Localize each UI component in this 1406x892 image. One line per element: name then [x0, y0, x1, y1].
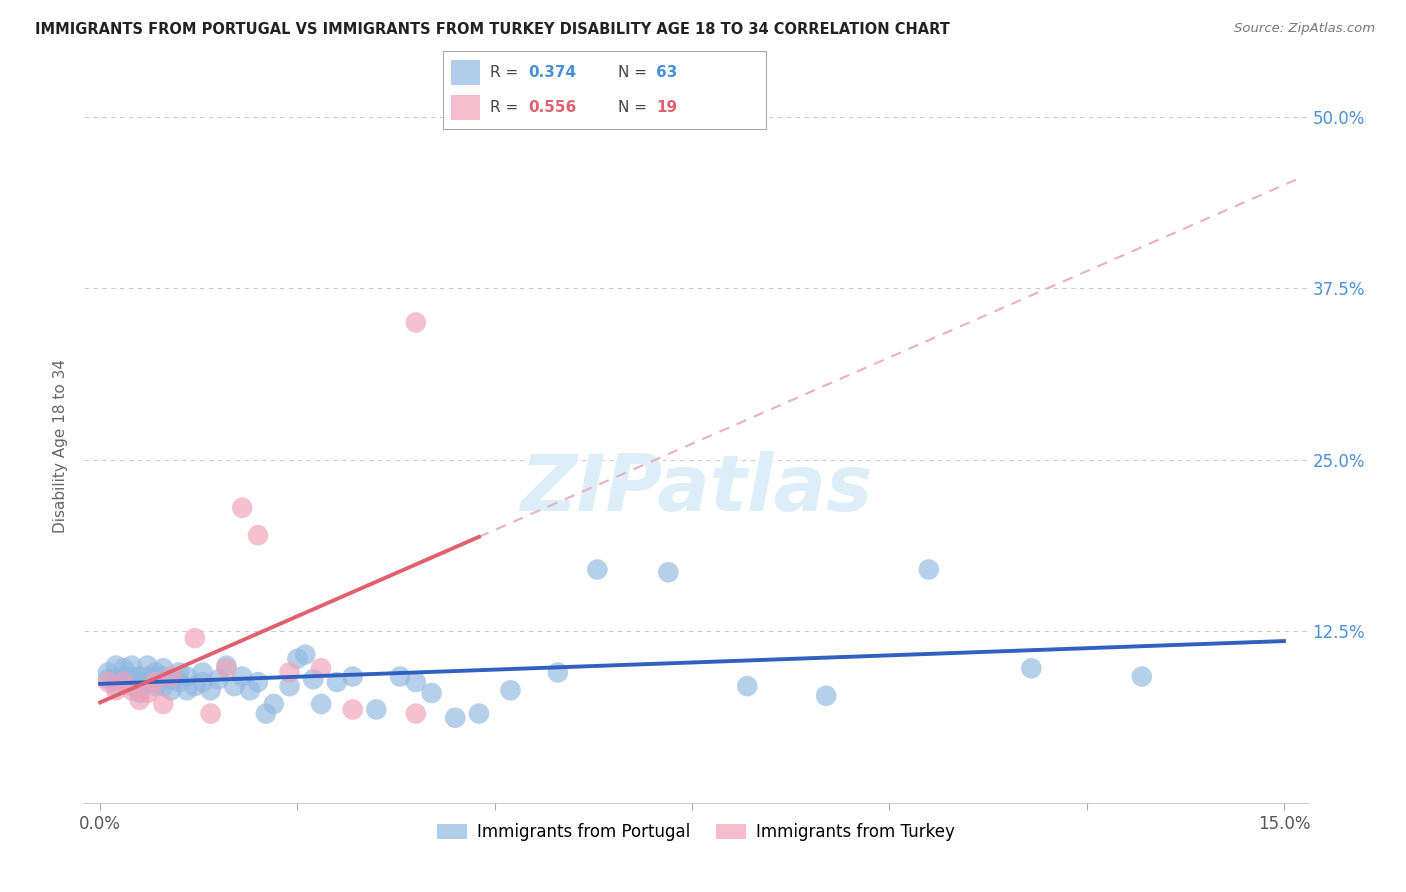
Point	[309, 661, 332, 675]
Point	[586, 562, 609, 576]
Point	[112, 675, 135, 690]
Point	[145, 675, 167, 690]
Point	[215, 661, 238, 675]
Point	[326, 675, 349, 690]
Point	[160, 673, 183, 687]
Y-axis label: Disability Age 18 to 34: Disability Age 18 to 34	[53, 359, 69, 533]
Point	[152, 669, 174, 683]
Point	[200, 706, 222, 721]
Point	[160, 683, 183, 698]
Point	[191, 675, 214, 690]
Point	[389, 669, 412, 683]
Point	[309, 697, 332, 711]
Point	[121, 669, 143, 683]
Text: N =: N =	[617, 65, 651, 80]
Point	[191, 665, 214, 680]
Point	[342, 669, 364, 683]
Point	[184, 679, 207, 693]
Point	[152, 697, 174, 711]
Point	[104, 679, 127, 693]
Point	[224, 679, 246, 693]
Point	[468, 706, 491, 721]
Point	[405, 316, 427, 330]
Text: R =: R =	[489, 100, 523, 115]
Point	[112, 669, 135, 683]
Point	[1021, 661, 1043, 675]
Point	[136, 669, 159, 683]
Point	[160, 669, 183, 683]
Text: 0.374: 0.374	[529, 65, 576, 80]
Point	[342, 702, 364, 716]
Point	[97, 665, 120, 680]
Point	[128, 669, 150, 683]
Point	[239, 683, 262, 698]
Point	[128, 675, 150, 690]
Text: 19: 19	[657, 100, 678, 115]
Point	[366, 702, 388, 716]
Point	[246, 528, 269, 542]
Legend: Immigrants from Portugal, Immigrants from Turkey: Immigrants from Portugal, Immigrants fro…	[430, 817, 962, 848]
Point	[112, 675, 135, 690]
Point	[128, 686, 150, 700]
Point	[1130, 669, 1153, 683]
Point	[405, 706, 427, 721]
Bar	[451, 95, 479, 120]
Point	[104, 658, 127, 673]
Point	[176, 683, 198, 698]
Point	[136, 658, 159, 673]
Point	[145, 665, 167, 680]
Point	[200, 683, 222, 698]
Point	[547, 665, 569, 680]
Point	[215, 658, 238, 673]
Point	[121, 679, 143, 693]
Point	[815, 689, 838, 703]
Point	[263, 697, 285, 711]
Text: N =: N =	[617, 100, 651, 115]
Point	[136, 686, 159, 700]
Point	[405, 675, 427, 690]
Text: ZIPatlas: ZIPatlas	[520, 450, 872, 527]
Point	[97, 673, 120, 687]
Point	[207, 673, 229, 687]
Point	[287, 651, 309, 665]
Text: Source: ZipAtlas.com: Source: ZipAtlas.com	[1234, 22, 1375, 36]
Text: R =: R =	[489, 65, 523, 80]
Point	[231, 500, 253, 515]
Point	[167, 675, 190, 690]
Text: 63: 63	[657, 65, 678, 80]
Point	[499, 683, 522, 698]
Point	[97, 675, 120, 690]
Point	[121, 658, 143, 673]
Point	[302, 673, 325, 687]
Point	[176, 669, 198, 683]
Point	[145, 669, 167, 683]
Point	[918, 562, 941, 576]
Bar	[451, 61, 479, 86]
Point	[294, 648, 316, 662]
Point	[152, 661, 174, 675]
Point	[167, 665, 190, 680]
Point	[246, 675, 269, 690]
Point	[278, 679, 301, 693]
Point	[444, 711, 467, 725]
Point	[128, 693, 150, 707]
Point	[145, 679, 167, 693]
Point	[136, 675, 159, 690]
Text: IMMIGRANTS FROM PORTUGAL VS IMMIGRANTS FROM TURKEY DISABILITY AGE 18 TO 34 CORRE: IMMIGRANTS FROM PORTUGAL VS IMMIGRANTS F…	[35, 22, 950, 37]
Point	[278, 665, 301, 680]
Point	[152, 679, 174, 693]
Point	[657, 566, 679, 580]
Point	[420, 686, 443, 700]
Point	[112, 661, 135, 675]
Point	[104, 683, 127, 698]
Text: 0.556: 0.556	[529, 100, 576, 115]
Point	[104, 673, 127, 687]
Point	[231, 669, 253, 683]
Point	[121, 683, 143, 698]
Point	[735, 679, 758, 693]
Point	[184, 631, 207, 645]
Point	[254, 706, 277, 721]
